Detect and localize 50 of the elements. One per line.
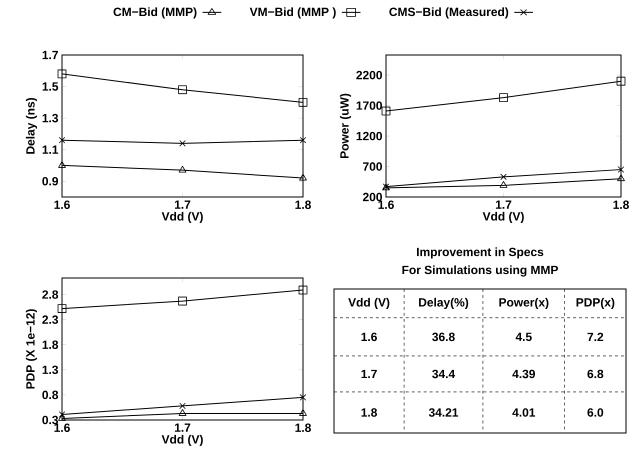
y-tick-label: 0.8 [42,390,58,400]
text: 4.01 [512,408,536,417]
text: 4.5 [516,332,532,342]
legend-label: CM−Bid (MMP) [114,7,196,18]
x-tick-label: 1.6 [54,200,70,209]
text: 34.21 [428,408,458,417]
x-tick-label: 1.6 [378,200,394,209]
x-tick-label: 1.6 [54,424,70,432]
y-tick-label: 1.3 [42,114,58,122]
x-axis-title: Vdd (V) [162,212,203,223]
category-label: Vdd (V) [348,298,390,309]
x-tick-label: 1.8 [295,200,311,209]
x-tick-label: 1.8 [613,200,629,209]
y-axis-title: Delay (ns) [26,98,38,154]
y-tick-label: 1.7 [42,50,58,60]
y-tick-label: 1700 [356,101,382,110]
text: 7.2 [588,332,604,342]
y-tick-label: 200 [362,192,382,202]
category-label: Power(x) [499,298,548,309]
text: 4.39 [512,370,535,378]
text: 36.8 [432,332,455,342]
text: For Simulations using MMP [402,265,558,277]
y-tick-label: 1.5 [42,82,58,91]
text: 34.4 [432,370,456,378]
y-tick-label: 1.3 [42,366,58,374]
category-label: Delay(%) [419,298,468,309]
y-axis-title: PDP (X 1e−12) [26,309,38,389]
text: 1.6 [361,332,377,342]
legend-label: VM−Bid (MMP ) [250,7,336,18]
x-tick-label: 1.7 [496,200,512,209]
y-tick-label: 2.3 [42,315,58,324]
y-tick-label: 1200 [356,132,382,140]
y-tick-label: 2200 [356,70,382,80]
y-tick-label: 700 [363,162,382,171]
x-axis-title: Vdd (V) [162,434,203,446]
y-tick-label: 0.3 [42,416,58,424]
text: Improvement in Specs [417,247,544,259]
y-tick-label: 1.1 [42,146,58,154]
x-tick-label: 1.7 [174,200,190,209]
text: 6.8 [587,370,604,378]
text: 6.0 [587,408,604,417]
y-tick-label: 1.8 [42,340,58,349]
y-tick-label: 2.8 [42,290,58,299]
category-label: PDP(x) [576,298,614,309]
x-tick-label: 1.8 [295,424,311,432]
legend-label: CMS−Bid (Measured) [389,7,508,18]
x-tick-label: 1.7 [174,424,190,432]
y-axis-title: Power (uW) [340,94,352,158]
x-axis-title: Vdd (V) [482,212,524,223]
y-tick-label: 0.9 [42,176,58,186]
